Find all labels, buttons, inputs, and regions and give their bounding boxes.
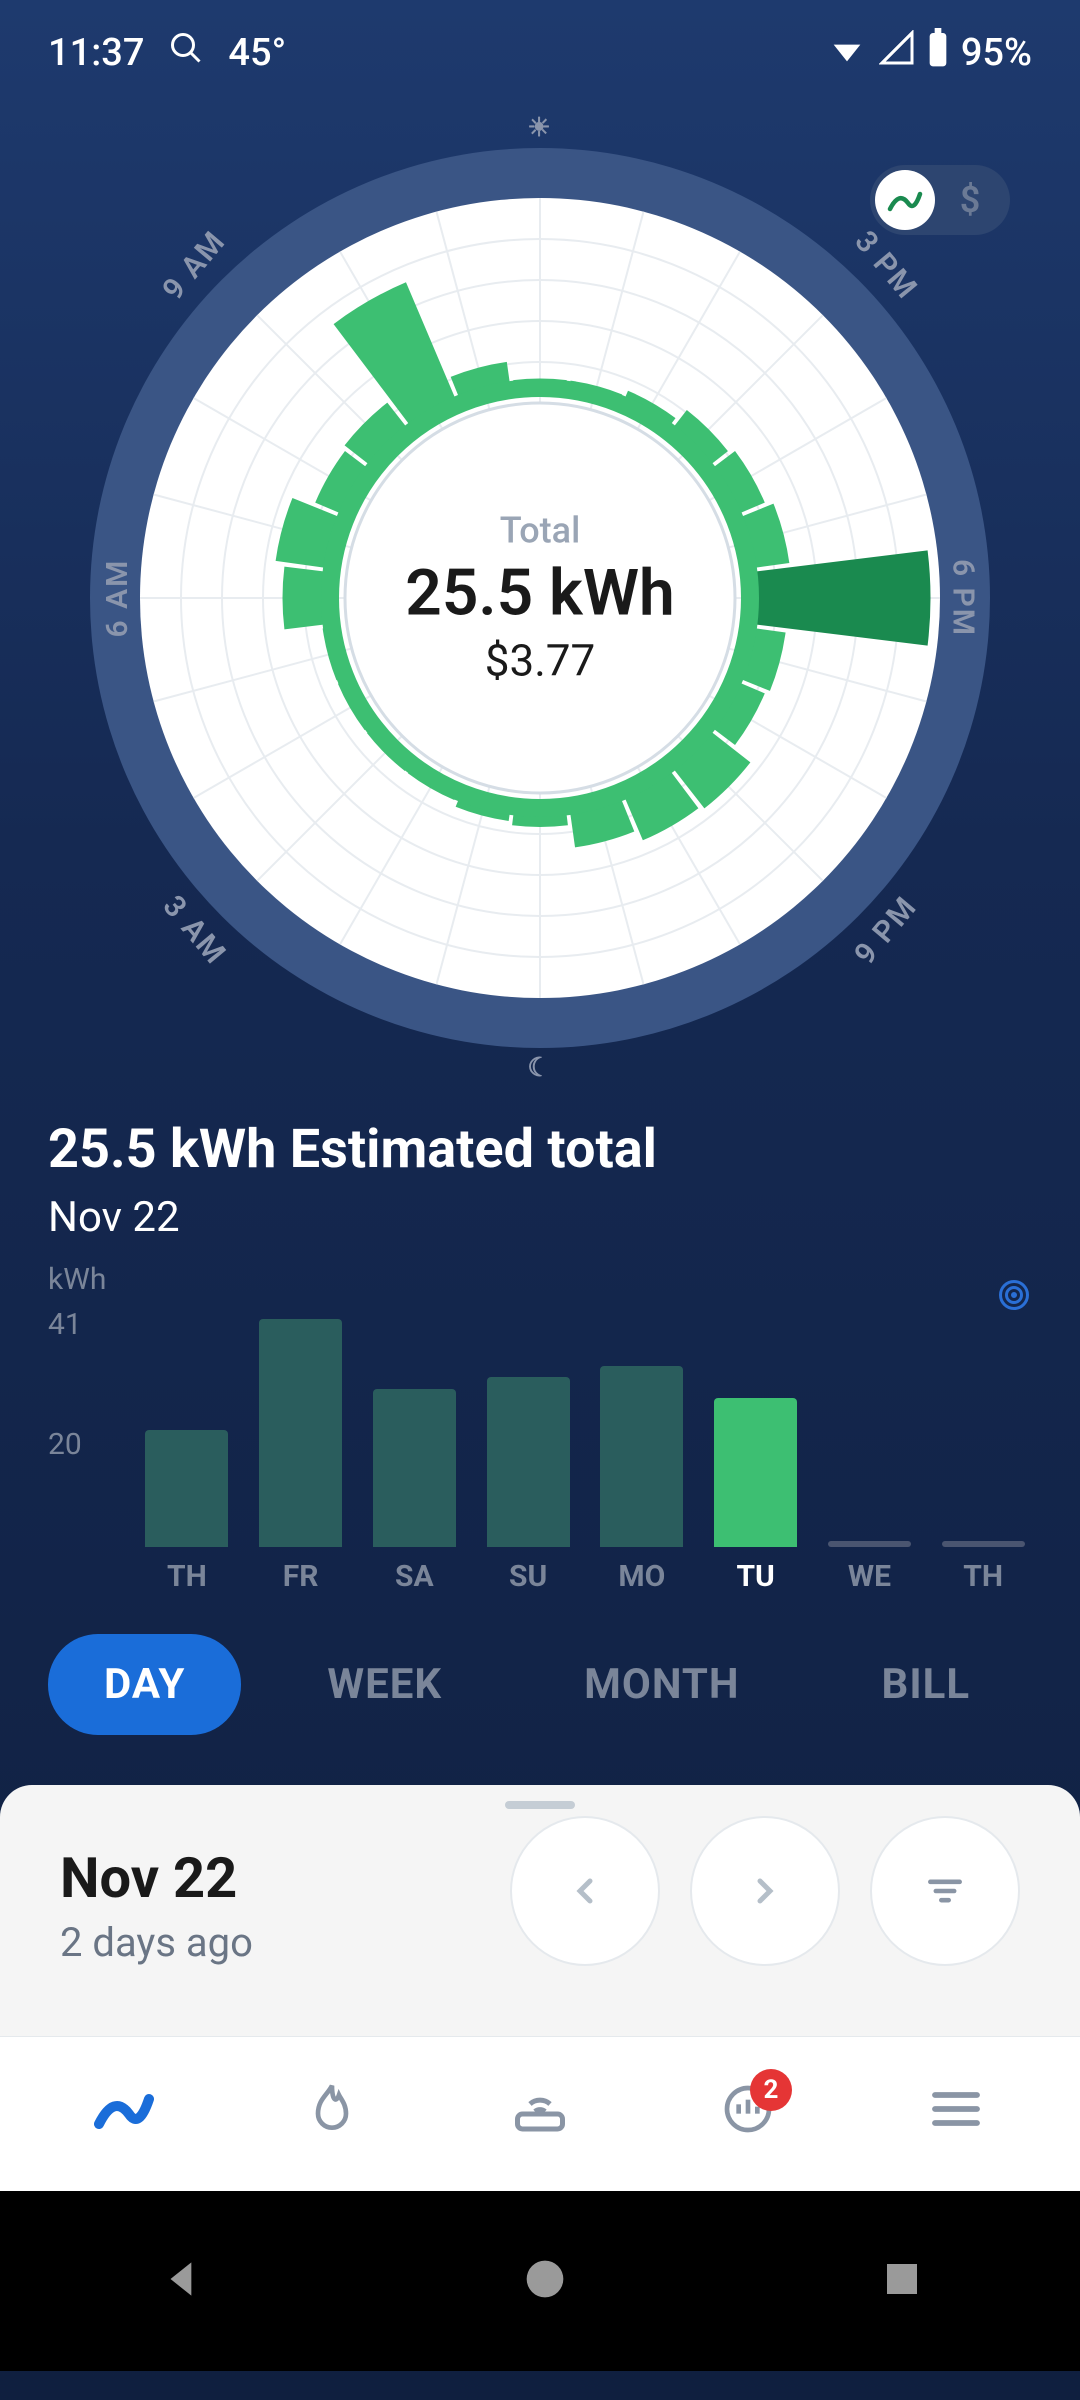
system-navigation (0, 2191, 1080, 2371)
bar-day-label: FR (252, 1559, 350, 1594)
status-time: 11:37 (48, 31, 144, 75)
filter-button[interactable] (870, 1816, 1020, 1966)
nav-menu[interactable] (924, 2077, 988, 2141)
bar-col[interactable] (821, 1541, 919, 1547)
cost-toggle-option: $ (935, 179, 1005, 221)
bar-ytick: 20 (48, 1427, 82, 1462)
system-back[interactable] (158, 2254, 208, 2308)
usage-cost-toggle[interactable]: $ (870, 165, 1010, 235)
bar-col[interactable] (479, 1377, 577, 1547)
bar-col[interactable] (934, 1541, 1032, 1547)
battery-icon (927, 28, 949, 78)
status-battery-pct: 95% (961, 31, 1032, 75)
date-navigation-card: Nov 22 2 days ago (0, 1785, 1080, 2036)
radial-cost: $3.77 (405, 635, 674, 687)
system-recent[interactable] (882, 2259, 922, 2303)
range-tab-week[interactable]: WEEK (271, 1634, 498, 1735)
radial-total-label: Total (405, 510, 674, 552)
radial-label-midnight: ☾ (527, 1053, 552, 1083)
bar-ytick: 41 (48, 1307, 82, 1342)
bar-day-label: MO (593, 1559, 691, 1594)
summary-date: Nov 22 (48, 1193, 1032, 1242)
bar-day-label: TU (707, 1559, 805, 1594)
range-tabs: DAY WEEK MONTH BILL (0, 1594, 1080, 1785)
wifi-icon (827, 28, 867, 78)
bar-day-label: WE (821, 1559, 919, 1594)
bar-col[interactable] (707, 1398, 805, 1547)
radial-label-noon: ☀ (527, 113, 552, 143)
nav-router[interactable] (508, 2077, 572, 2141)
bar-col[interactable] (366, 1389, 464, 1547)
date-card-subtitle: 2 days ago (60, 1919, 253, 1966)
system-home[interactable] (523, 2257, 567, 2305)
radial-usage-chart[interactable]: Total 25.5 kWh $3.77 ☀ ☾ 3 PM 6 PM 9 PM … (60, 118, 1020, 1078)
bar-day-label: TH (934, 1559, 1032, 1594)
signal-icon (879, 30, 915, 76)
search-icon (168, 30, 204, 76)
nav-flame[interactable] (300, 2077, 364, 2141)
range-tab-month[interactable]: MONTH (528, 1634, 795, 1735)
nav-usage[interactable] (92, 2077, 156, 2141)
status-bar: 11:37 45° 95% (0, 0, 1080, 98)
bar-col[interactable] (138, 1430, 236, 1547)
summary-title: 25.5 kWh Estimated total (48, 1118, 1032, 1181)
bar-day-label: TH (138, 1559, 236, 1594)
next-day-button[interactable] (690, 1816, 840, 1966)
daily-bar-chart: kWh 41 20 TH FR SA SU MO TU WE TH (0, 1262, 1080, 1594)
range-tab-bill[interactable]: BILL (826, 1634, 1027, 1735)
summary-section: 25.5 kWh Estimated total Nov 22 (0, 1078, 1080, 1262)
bar-day-label: SU (479, 1559, 577, 1594)
bar-col[interactable] (252, 1319, 350, 1547)
bar-col[interactable] (593, 1366, 691, 1547)
drag-handle[interactable] (505, 1801, 575, 1809)
radial-label-6am: 6 AM (100, 559, 135, 638)
prev-day-button[interactable] (510, 1816, 660, 1966)
usage-toggle-option (875, 170, 935, 230)
bar-day-label: SA (366, 1559, 464, 1594)
bar-ylabel: kWh (48, 1262, 1032, 1297)
notification-badge: 2 (750, 2069, 792, 2111)
date-card-title: Nov 22 (60, 1845, 253, 1911)
status-temperature: 45° (228, 31, 286, 75)
radial-label-6pm: 6 PM (945, 559, 980, 637)
nav-chat[interactable]: 2 (716, 2077, 780, 2141)
bottom-navigation: 2 (0, 2036, 1080, 2191)
radial-total-value: 25.5 kWh (405, 556, 674, 631)
range-tab-day[interactable]: DAY (48, 1634, 241, 1735)
